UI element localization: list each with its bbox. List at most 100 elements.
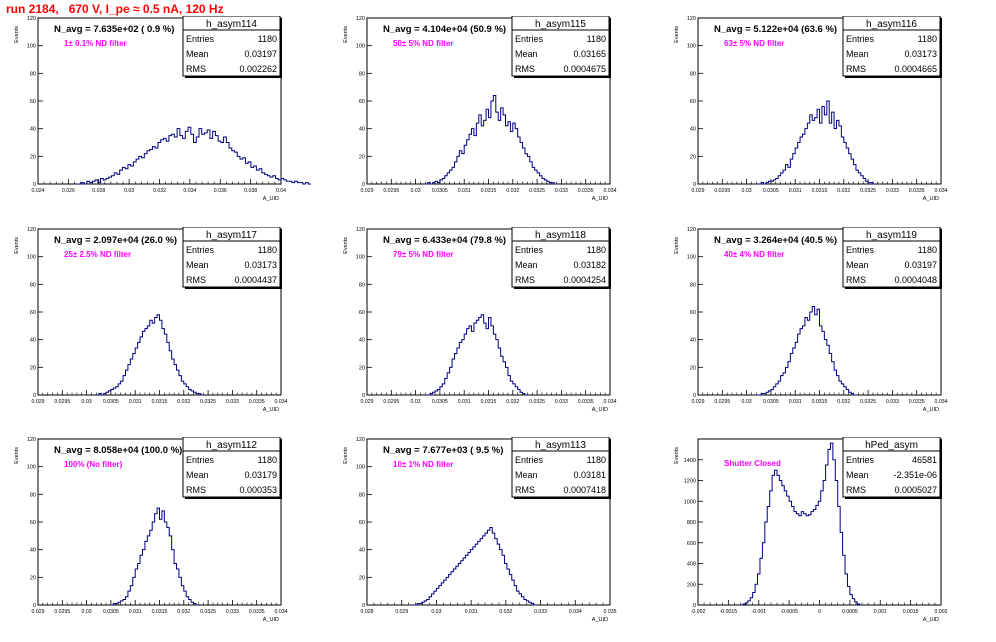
- y-tick-label: 100: [356, 255, 365, 261]
- x-tick-label: 0.001: [874, 609, 887, 615]
- stats-entries-value: 1180: [587, 245, 606, 255]
- y-tick-label: 40: [690, 338, 696, 344]
- n-avg-label: N_avg = 3.264e+04 (40.5 %): [714, 235, 837, 246]
- stats-rms-label: RMS: [515, 64, 535, 74]
- stats-entries-label: Entries: [846, 455, 875, 465]
- histogram-series: [756, 100, 876, 185]
- y-tick-label: 60: [359, 520, 365, 526]
- filter-label: 40± 4% ND filter: [724, 250, 784, 259]
- y-tick-label: 120: [27, 16, 36, 22]
- y-tick-label: 100: [356, 44, 365, 50]
- x-tick-label: 0.0315: [481, 188, 497, 194]
- stats-mean-value: 0.03179: [244, 470, 277, 480]
- x-tick-label: 0.031: [458, 399, 471, 405]
- stats-rms-value: 0.0004665: [894, 64, 937, 74]
- stats-entries-label: Entries: [186, 245, 215, 255]
- y-axis-label: Events: [343, 237, 349, 254]
- y-tick-label: 120: [687, 227, 696, 233]
- x-axis-label: A_UID: [263, 407, 279, 413]
- stats-entries-label: Entries: [846, 245, 875, 255]
- y-tick-label: 40: [359, 548, 365, 554]
- x-tick-label: 0.032: [153, 188, 166, 194]
- stats-entries-value: 1180: [587, 34, 606, 44]
- x-tick-label: 0.035: [604, 609, 617, 615]
- y-tick-label: 100: [687, 44, 696, 50]
- x-tick-label: 0.031: [465, 609, 478, 615]
- x-tick-label: 0.0335: [909, 399, 925, 405]
- stats-rms-value: 0.0004675: [563, 64, 606, 74]
- x-tick-label: 0.038: [244, 188, 257, 194]
- n-avg-label: N_avg = 4.104e+04 (50.9 %): [383, 24, 506, 35]
- n-avg-label: N_avg = 6.433e+04 (79.8 %): [383, 235, 506, 246]
- stats-mean-label: Mean: [515, 49, 538, 59]
- histogram-panel: 0 20 40 60 80 100 120 Events 0.029 0.0295 0.03 0.03…: [674, 16, 948, 202]
- y-tick-label: 0: [362, 182, 365, 188]
- x-tick-label: 0.0335: [249, 399, 265, 405]
- y-tick-label: 800: [687, 520, 696, 526]
- stats-box: [842, 16, 941, 77]
- y-tick-label: 20: [359, 365, 365, 371]
- stats-mean-label: Mean: [186, 49, 209, 59]
- y-tick-label: 80: [359, 282, 365, 288]
- y-tick-label: 0: [693, 603, 696, 609]
- stats-rms-value: 0.002262: [239, 64, 277, 74]
- stats-entries-label: Entries: [186, 455, 215, 465]
- histogram-series: [75, 126, 312, 185]
- x-tick-label: 0.0305: [763, 399, 779, 405]
- x-tick-label: 0.031: [129, 399, 142, 405]
- x-tick-label: 0.0295: [383, 399, 399, 405]
- stats-box: [511, 437, 610, 498]
- y-tick-label: 60: [690, 310, 696, 316]
- y-axis-label: Events: [674, 237, 680, 254]
- stats-mean-label: Mean: [846, 260, 869, 270]
- histogram-series: [756, 305, 856, 396]
- x-tick-label: 0.028: [361, 609, 374, 615]
- y-tick-label: 80: [359, 492, 365, 498]
- histogram-panel: 0 20 40 60 80 100 120 Events 0.029 0.0295 0.03 0.03…: [14, 227, 288, 413]
- n-avg-label: N_avg = 8.058e+04 (100.0 %): [54, 445, 182, 456]
- y-axis-label: Events: [14, 447, 20, 464]
- stats-mean-value: 0.03197: [904, 260, 937, 270]
- stats-mean-label: Mean: [846, 470, 869, 480]
- x-tick-label: -0.0005: [780, 609, 798, 615]
- x-tick-label: 0.034: [604, 399, 617, 405]
- x-tick-label: 0.026: [62, 188, 75, 194]
- histogram-series: [412, 527, 537, 606]
- y-axis-label: Events: [14, 26, 20, 43]
- x-tick-label: 0.03: [411, 399, 421, 405]
- x-tick-label: 0.03: [742, 399, 752, 405]
- n-avg-label: N_avg = 5.122e+04 (63.6 %): [714, 24, 837, 35]
- x-tick-label: 0.029: [32, 609, 45, 615]
- x-tick-label: 0.0015: [903, 609, 919, 615]
- x-tick-label: 0.031: [458, 188, 471, 194]
- x-tick-label: 0.029: [32, 399, 45, 405]
- y-tick-label: 40: [690, 127, 696, 133]
- x-tick-label: 0.0315: [152, 399, 168, 405]
- y-tick-label: 100: [27, 255, 36, 261]
- stats-rms-label: RMS: [846, 275, 866, 285]
- y-tick-label: 60: [359, 310, 365, 316]
- y-tick-label: 80: [30, 71, 36, 77]
- stats-rms-value: 0.0007418: [563, 485, 606, 495]
- y-tick-label: 600: [687, 541, 696, 547]
- histogram-series: [740, 442, 863, 606]
- filter-label: 79± 5% ND filter: [393, 250, 453, 259]
- y-tick-label: 100: [356, 465, 365, 471]
- y-tick-label: 1200: [684, 479, 696, 485]
- x-tick-label: -0.002: [691, 609, 706, 615]
- x-tick-label: 0.03: [431, 609, 441, 615]
- x-tick-label: 0.0315: [812, 399, 828, 405]
- histogram-name: h_asym116: [866, 19, 917, 30]
- x-tick-label: 0.03: [411, 188, 421, 194]
- stats-entries-label: Entries: [515, 245, 544, 255]
- stats-box: [511, 16, 610, 77]
- x-tick-label: 0.03: [82, 399, 92, 405]
- y-tick-label: 40: [359, 338, 365, 344]
- y-tick-label: 60: [690, 99, 696, 105]
- stats-rms-label: RMS: [846, 64, 866, 74]
- stats-entries-value: 1180: [918, 245, 937, 255]
- stats-box: [182, 227, 281, 288]
- y-axis-label: Events: [14, 237, 20, 254]
- x-tick-label: 0.0295: [54, 609, 70, 615]
- y-tick-label: 20: [690, 365, 696, 371]
